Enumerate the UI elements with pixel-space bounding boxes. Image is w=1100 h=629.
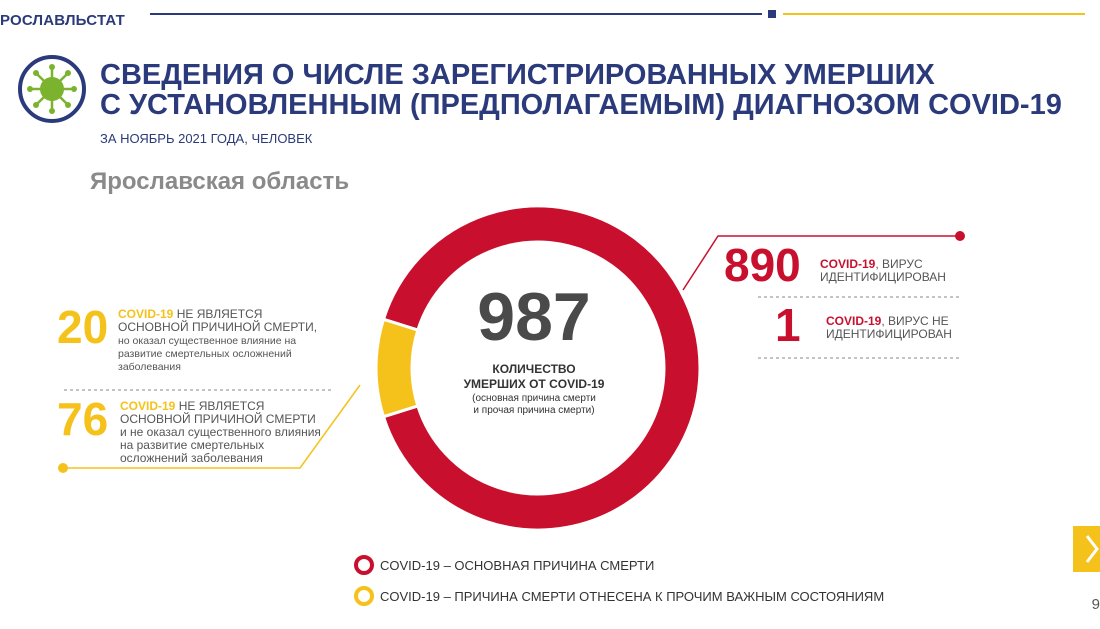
not-influenced-lead: COVID-19 — [120, 399, 176, 413]
not-influenced-line3: и не оказал существенного влияния — [120, 425, 321, 439]
page-title-line1: СВЕДЕНИЯ О ЧИСЛЕ ЗАРЕГИСТРИРОВАННЫХ УМЕР… — [100, 59, 935, 91]
influenced-line4: развитие смертельных осложнений — [118, 348, 292, 360]
red-leader-dot — [955, 231, 965, 241]
virus-icon — [18, 55, 86, 123]
yellow-leader-line — [64, 384, 361, 469]
not-influenced-line5: осложнений заболевания — [120, 451, 263, 465]
not-influenced-line2: ОСНОВНОЙ ПРИЧИНОЙ СМЕРТИ — [120, 412, 316, 426]
header-divider — [150, 10, 1085, 18]
virus-not-identified-rest2: ИДЕНТИФИЦИРОВАН — [826, 327, 952, 341]
legend-item-main-cause: COVID-19 – ОСНОВНАЯ ПРИЧИНА СМЕРТИ — [354, 555, 654, 575]
not-main-cause-influenced-value: 20 — [57, 301, 109, 353]
not-main-cause-not-influenced-desc: COVID-19 НЕ ЯВЛЯЕТСЯ ОСНОВНОЙ ПРИЧИНОЙ С… — [120, 400, 321, 465]
virus-identified-rest2: ИДЕНТИФИЦИРОВАН — [820, 270, 946, 284]
total-deaths-note: (основная причина смерти и прочая причин… — [434, 393, 634, 417]
next-slide-button[interactable] — [1073, 526, 1100, 572]
not-main-cause-not-influenced-value: 76 — [57, 393, 109, 445]
chevron-right-icon — [1085, 535, 1099, 563]
total-deaths-label: КОЛИЧЕСТВО УМЕРШИХ ОТ COVID-19 — [434, 362, 634, 392]
influenced-line2: ОСНОВНОЙ ПРИЧИНОЙ СМЕРТИ, — [118, 320, 318, 334]
not-influenced-line4: на развитие смертельных — [120, 438, 265, 452]
influenced-lead: COVID-19 — [118, 307, 174, 321]
virus-identified-value: 890 — [724, 239, 801, 291]
legend-main-cause-label: COVID-19 – ОСНОВНАЯ ПРИЧИНА СМЕРТИ — [380, 557, 655, 573]
legend-yellow-marker — [354, 586, 374, 606]
page-title: СВЕДЕНИЯ О ЧИСЛЕ ЗАРЕГИСТРИРОВАННЫХ УМЕР… — [100, 60, 1062, 120]
not-influenced-rest1: НЕ ЯВЛЯЕТСЯ — [175, 399, 265, 413]
total-deaths-value: 987 — [477, 279, 591, 355]
page-title-line2: С УСТАНОВЛЕННЫМ (ПРЕДПОЛАГАЕМЫМ) ДИАГНОЗ… — [100, 89, 1062, 121]
virus-not-identified-desc: COVID-19, ВИРУС НЕ ИДЕНТИФИЦИРОВАН — [826, 315, 952, 341]
total-label-line1: КОЛИЧЕСТВО — [492, 362, 576, 376]
total-note-line1: (основная причина смерти — [472, 393, 596, 404]
total-note-line2: и прочая причина смерти) — [473, 405, 595, 416]
red-leader-line — [682, 235, 958, 291]
virus-identified-desc: COVID-19, ВИРУС ИДЕНТИФИЦИРОВАН — [820, 258, 946, 284]
total-label-line2: УМЕРШИХ ОТ COVID-19 — [463, 377, 605, 391]
legend-other-cause-label: COVID-19 – ПРИЧИНА СМЕРТИ ОТНЕСЕНА К ПРО… — [380, 588, 885, 604]
donut-segment-main-cause — [381, 204, 702, 532]
virus-not-identified-lead: COVID-19 — [826, 314, 882, 328]
organization-name: РОСЛАВЛЬСТАТ — [0, 12, 126, 29]
page-number: 9 — [1091, 596, 1100, 613]
donut-segment-other-cause — [374, 317, 420, 419]
virus-identified-rest1: , ВИРУС — [875, 257, 923, 271]
yellow-leader-dot — [58, 463, 68, 473]
legend-red-marker — [354, 555, 374, 575]
page-subtitle: ЗА НОЯБРЬ 2021 ГОДА, ЧЕЛОВЕК — [100, 131, 313, 146]
region-name: Ярославская область — [90, 168, 350, 195]
virus-identified-lead: COVID-19 — [820, 257, 876, 271]
influenced-line3: но оказал существенное влияние на — [118, 335, 297, 347]
virus-not-identified-rest1: , ВИРУС НЕ — [881, 314, 949, 328]
influenced-line5: заболевания — [118, 361, 181, 373]
virus-not-identified-value: 1 — [775, 299, 801, 351]
not-main-cause-influenced-desc: COVID-19 НЕ ЯВЛЯЕТСЯ ОСНОВНОЙ ПРИЧИНОЙ С… — [118, 308, 317, 373]
legend-item-other-cause: COVID-19 – ПРИЧИНА СМЕРТИ ОТНЕСЕНА К ПРО… — [354, 586, 884, 606]
influenced-rest1: НЕ ЯВЛЯЕТСЯ — [173, 307, 263, 321]
